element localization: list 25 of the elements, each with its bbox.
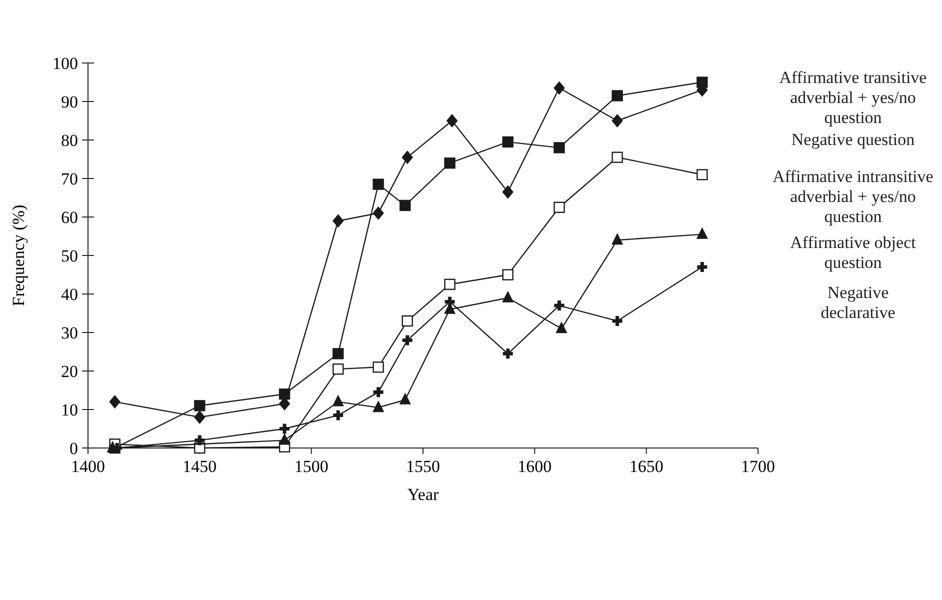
x-tick-label: 1700	[741, 457, 775, 476]
y-tick-label: 40	[61, 285, 78, 304]
x-tick-label: 1600	[518, 457, 552, 476]
text: Affirmative transitive adverbial + yes/no question	[779, 68, 927, 127]
y-tick-label: 70	[61, 170, 78, 188]
y-tick-label: 20	[61, 362, 78, 381]
y-tick-label: 30	[61, 324, 78, 342]
x-tick-label: 1400	[71, 457, 105, 476]
text: Affirmative intransitive adverbial + yes/no question	[772, 167, 934, 226]
x-axis-title: Year	[407, 485, 439, 504]
x-tick-label: 1650	[629, 457, 664, 476]
text: Negative declarative	[820, 283, 896, 322]
y-tick-label: 100	[52, 54, 78, 73]
y-axis-title: Frequency (%)	[9, 204, 28, 306]
x-tick-label: 1450	[182, 457, 217, 476]
y-tick-label: 80	[61, 131, 78, 150]
text: Negative question	[791, 130, 916, 149]
y-tick-label: 0	[70, 439, 78, 458]
x-tick-label: 1500	[294, 457, 328, 476]
y-tick-label: 60	[61, 208, 78, 227]
y-tick-label: 10	[61, 400, 78, 420]
x-tick-label: 1550	[406, 457, 440, 476]
text: Affirmative object question	[790, 233, 916, 272]
y-tick-label: 50	[61, 246, 78, 266]
y-tick-label: 90	[61, 92, 78, 112]
